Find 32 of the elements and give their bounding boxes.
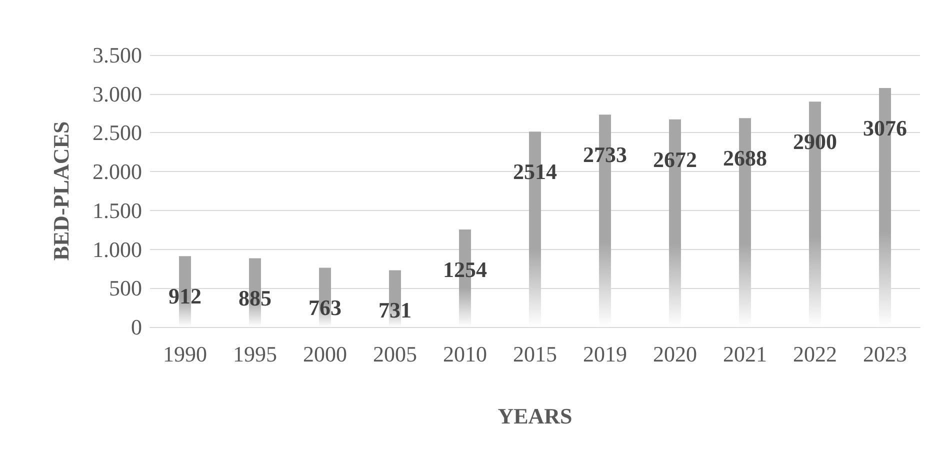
- y-tick-label: 3.000: [92, 81, 142, 106]
- x-tick-label: 2023: [863, 342, 907, 366]
- y-tick-label: 2.500: [92, 120, 142, 146]
- data-label: 2733: [583, 142, 627, 168]
- x-tick-label: 2019: [583, 342, 627, 366]
- y-tick-label: 2.000: [92, 159, 142, 184]
- data-label: 912: [168, 284, 202, 309]
- x-tick-label: 2021: [723, 342, 767, 366]
- data-label: 731: [378, 298, 412, 323]
- x-tick-label: 2015: [513, 342, 557, 366]
- data-label: 2672: [653, 146, 697, 172]
- data-label: 885: [238, 286, 272, 311]
- data-label: 2900: [793, 129, 837, 154]
- x-tick-label: 2022: [793, 342, 837, 366]
- x-tick-label: 2000: [303, 342, 347, 366]
- data-label: 1254: [443, 257, 487, 282]
- y-tick-label: 0: [131, 314, 142, 340]
- data-label: 2514: [513, 159, 557, 184]
- x-tick-label: 2010: [443, 342, 487, 366]
- x-tick-label: 2005: [373, 342, 417, 366]
- data-label: 763: [308, 295, 342, 320]
- x-tick-label: 1995: [233, 342, 277, 366]
- y-tick-label: 1.500: [92, 198, 142, 223]
- x-tick-label: 1990: [163, 342, 207, 366]
- x-tick-label: 2020: [653, 342, 697, 366]
- y-tick-label: 3.500: [92, 42, 142, 68]
- x-axis-title: YEARS: [498, 404, 572, 428]
- y-tick-label: 500: [109, 276, 142, 301]
- y-tick-label: 1.000: [92, 236, 142, 262]
- data-label: 3076: [863, 115, 907, 140]
- data-label: 2688: [723, 146, 767, 171]
- y-axis-title: BED-PLACES: [48, 121, 74, 261]
